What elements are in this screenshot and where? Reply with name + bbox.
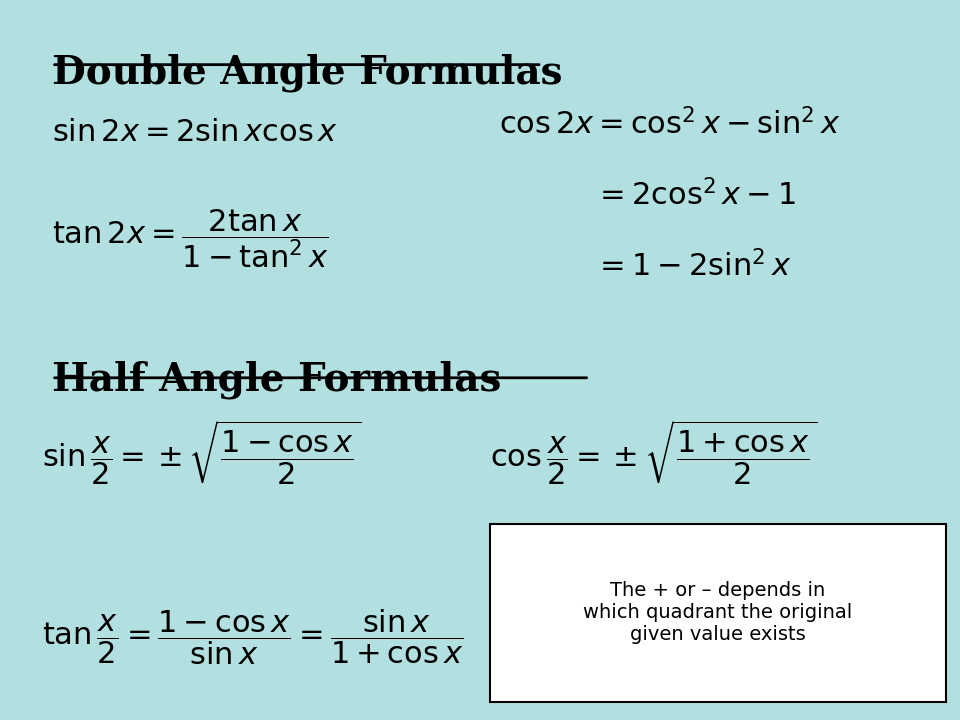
Text: The + or – depends in
which quadrant the original
given value exists: The + or – depends in which quadrant the… — [584, 581, 852, 644]
Text: $\cos\dfrac{x}{2} = \pm\sqrt{\dfrac{1+\cos x}{2}}$: $\cos\dfrac{x}{2} = \pm\sqrt{\dfrac{1+\c… — [490, 418, 817, 487]
Text: $= 2\cos^2 x - 1$: $= 2\cos^2 x - 1$ — [594, 180, 796, 212]
Text: Double Angle Formulas: Double Angle Formulas — [52, 54, 563, 92]
Text: $\sin 2x = 2\sin x\cos x$: $\sin 2x = 2\sin x\cos x$ — [52, 117, 338, 148]
FancyBboxPatch shape — [490, 523, 947, 701]
Text: $\cos 2x = \cos^2 x - \sin^2 x$: $\cos 2x = \cos^2 x - \sin^2 x$ — [499, 109, 840, 141]
Text: $\tan 2x = \dfrac{2\tan x}{1-\tan^2 x}$: $\tan 2x = \dfrac{2\tan x}{1-\tan^2 x}$ — [52, 207, 328, 271]
Text: $= 1 - 2\sin^2 x$: $= 1 - 2\sin^2 x$ — [594, 251, 792, 284]
Text: $\tan\dfrac{x}{2} = \dfrac{1-\cos x}{\sin x} = \dfrac{\sin x}{1+\cos x}$: $\tan\dfrac{x}{2} = \dfrac{1-\cos x}{\si… — [42, 608, 464, 667]
Text: Half Angle Formulas: Half Angle Formulas — [52, 360, 501, 398]
Text: $\sin\dfrac{x}{2} = \pm\sqrt{\dfrac{1-\cos x}{2}}$: $\sin\dfrac{x}{2} = \pm\sqrt{\dfrac{1-\c… — [42, 418, 362, 487]
